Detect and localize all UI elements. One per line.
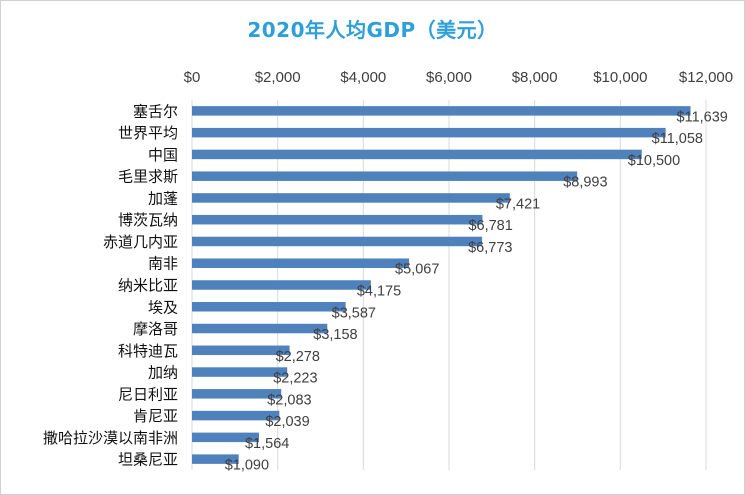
category-label: 世界平均 — [118, 124, 178, 142]
category-label: 加蓬 — [148, 189, 178, 207]
bar — [192, 214, 483, 225]
bar — [192, 171, 578, 181]
x-axis-ticks: $0 $2,000 $4,000 $6,000 $8,000 $10,000 $12,000 — [184, 69, 733, 86]
category-labels: 塞舌尔世界平均中国毛里求斯加蓬博茨瓦纳赤道几内亚南非纳米比亚埃及摩洛哥科特迪瓦加… — [43, 102, 178, 468]
x-tick-label: $8,000 — [512, 69, 558, 86]
x-tick-label: $4,000 — [340, 69, 386, 86]
data-labels: $11,639 $11,058 $10,500 $8,993 $7,421 $6,781 $… — [225, 109, 728, 473]
bars — [192, 106, 691, 464]
data-label: $11,639 — [677, 109, 728, 125]
x-tick-label: $2,000 — [255, 69, 301, 86]
category-label: 加纳 — [148, 364, 178, 382]
category-label: 摩洛哥 — [133, 320, 178, 338]
data-label: $3,587 — [332, 305, 376, 321]
bar — [192, 280, 371, 290]
data-label: $4,175 — [357, 284, 401, 300]
bar — [192, 454, 239, 464]
category-label: 博茨瓦纳 — [118, 211, 178, 229]
bar — [192, 389, 282, 399]
data-label: $2,083 — [267, 392, 311, 408]
chart-title: 2020年人均GDP（美元） — [247, 18, 498, 42]
category-label: 科特迪瓦 — [118, 342, 178, 360]
bar — [192, 127, 666, 138]
bar — [192, 106, 691, 116]
bar — [192, 258, 410, 268]
x-tick-label: $12,000 — [679, 69, 733, 86]
data-label: $6,773 — [468, 240, 512, 256]
data-label: $2,223 — [273, 371, 317, 387]
bar — [192, 432, 259, 443]
category-label: 中国 — [148, 146, 178, 164]
category-label: 坦桑尼亚 — [118, 451, 178, 469]
category-label: 纳米比亚 — [118, 277, 178, 295]
bar — [192, 193, 510, 203]
bar — [192, 323, 328, 334]
category-label: 尼日利亚 — [118, 385, 178, 403]
x-tick-label: $10,000 — [593, 69, 647, 86]
data-label: $6,781 — [468, 218, 512, 234]
bar — [192, 302, 346, 312]
category-label: 南非 — [148, 255, 178, 273]
data-label: $10,500 — [628, 153, 680, 169]
data-label: $3,158 — [313, 327, 357, 343]
category-label: 埃及 — [148, 298, 178, 316]
category-label: 赤道几内亚 — [103, 233, 178, 251]
data-label: $11,058 — [652, 131, 703, 147]
data-label: $7,421 — [496, 196, 540, 212]
data-label: $8,993 — [563, 175, 607, 191]
data-label: $1,090 — [225, 458, 269, 474]
bar — [192, 345, 290, 356]
x-tick-label: $6,000 — [426, 69, 472, 86]
data-label: $2,039 — [265, 414, 309, 430]
category-label: 撒哈拉沙漠以南非洲 — [43, 429, 178, 447]
data-label: $1,564 — [245, 436, 289, 452]
category-label: 毛里求斯 — [118, 168, 178, 186]
category-label: 塞舌尔 — [133, 102, 178, 120]
bar — [192, 410, 280, 421]
bar — [192, 367, 288, 377]
bar — [192, 149, 642, 160]
data-label: $2,278 — [276, 349, 320, 365]
data-label: $5,067 — [395, 262, 439, 278]
bar — [192, 236, 483, 247]
category-label: 肯尼亚 — [133, 407, 178, 425]
x-tick-label: $0 — [184, 69, 201, 86]
